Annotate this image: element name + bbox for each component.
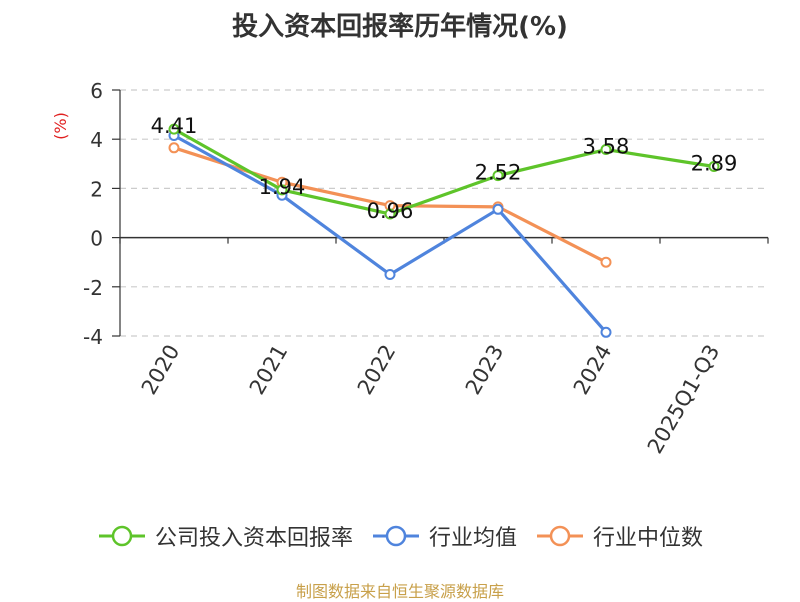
data-point (600, 144, 612, 156)
x-tick-label: 2023 (461, 341, 509, 399)
data-point (600, 326, 612, 338)
legend: 公司投入资本回报率 行业均值 行业中位数 (0, 518, 800, 554)
data-label: 1.94 (259, 175, 306, 199)
data-point (276, 184, 288, 196)
chart-title: 投入资本回报率历年情况(%) (232, 12, 568, 42)
x-tick-label: 2021 (245, 341, 293, 399)
data-point (600, 256, 612, 268)
grid-layer (120, 89, 768, 337)
y-tick-label: 4 (90, 128, 103, 152)
legend-item: 行业中位数 (535, 520, 703, 552)
data-point (492, 170, 504, 182)
legend-label: 行业中位数 (593, 526, 704, 551)
x-tick-label: 2025Q1-Q3 (643, 341, 725, 458)
data-label: 3.58 (583, 135, 630, 159)
data-point (168, 123, 180, 135)
data-label: 2.89 (691, 152, 738, 176)
legend-item: 行业均值 (371, 520, 517, 552)
data-label-layer: 4.41 1.94 0.96 2.52 3.58 2.89 (151, 114, 738, 223)
legend-line-marker-icon (372, 525, 419, 547)
series-layer (168, 123, 720, 338)
source-note: 制图数据来自恒生聚源数据库 (295, 582, 504, 601)
data-point (384, 208, 396, 220)
data-label: 0.96 (367, 199, 414, 223)
legend-item: 公司投入资本回报率 (97, 520, 353, 552)
y-tick-label: -4 (83, 325, 103, 349)
x-tick-label: 2020 (137, 341, 185, 399)
x-tick-label: 2024 (569, 341, 617, 399)
data-label: 2.52 (475, 161, 522, 185)
legend-label: 公司投入资本回报率 (154, 526, 353, 551)
y-tick-label: -2 (83, 276, 103, 300)
series-line (173, 127, 715, 216)
y-axis-label: (%) (51, 112, 70, 140)
y-tick-label: 6 (90, 79, 103, 103)
x-tick-label: 2022 (353, 341, 401, 399)
data-point (708, 161, 720, 173)
data-label: 4.41 (151, 114, 198, 138)
data-point (384, 269, 396, 280)
legend-label: 行业均值 (428, 526, 517, 551)
legend-line-marker-icon (537, 525, 583, 547)
y-tick-label: 0 (90, 227, 103, 251)
y-tick-label: 2 (90, 177, 103, 201)
data-point (168, 142, 180, 154)
legend-line-marker-icon (98, 525, 145, 547)
data-point (492, 203, 504, 215)
